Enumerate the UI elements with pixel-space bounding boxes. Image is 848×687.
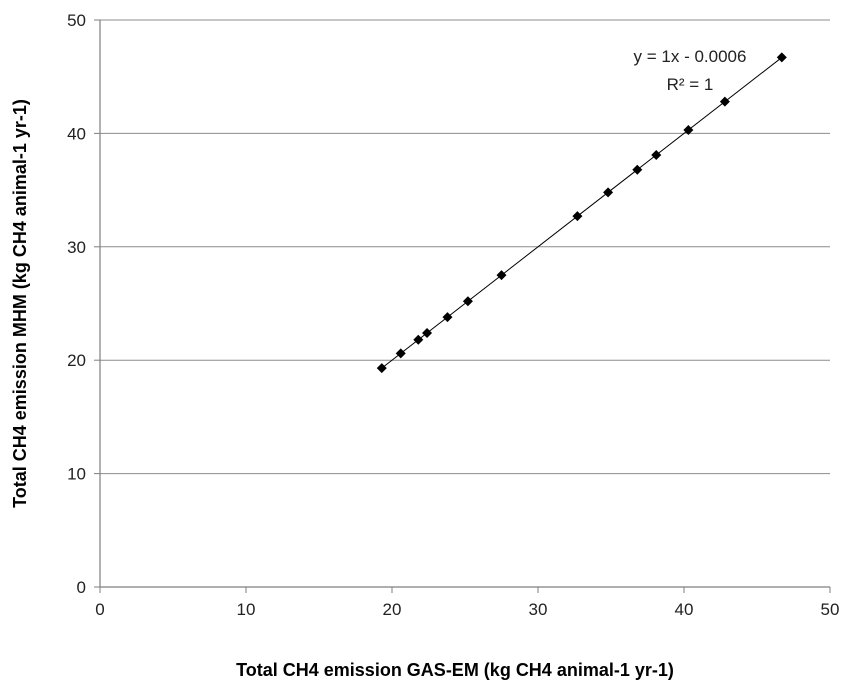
y-tick-label-10: 10 — [67, 465, 86, 484]
data-point-4 — [422, 327, 433, 338]
y-axis-title: Total CH4 emission MHM (kg CH4 animal-1 … — [10, 99, 30, 508]
data-point-5 — [442, 312, 453, 323]
x-tick-label-30: 30 — [529, 600, 548, 619]
axes — [94, 19, 831, 593]
y-tick-label-40: 40 — [67, 124, 86, 143]
x-axis-title: Total CH4 emission GAS-EM (kg CH4 animal… — [236, 660, 674, 680]
y-tick-label-50: 50 — [67, 11, 86, 30]
x-tick-label-20: 20 — [383, 600, 402, 619]
data-point-8 — [572, 211, 583, 222]
data-point-1 — [376, 363, 387, 374]
data-point-11 — [651, 149, 662, 160]
data-point-7 — [496, 270, 507, 281]
y-tick-label-0: 0 — [77, 578, 86, 597]
x-tick-labels: 0 10 20 30 40 50 — [95, 600, 839, 619]
y-tick-label-20: 20 — [67, 351, 86, 370]
data-point-6 — [462, 296, 473, 307]
trendline-group — [381, 57, 783, 369]
gridlines — [100, 19, 830, 475]
x-tick-label-40: 40 — [675, 600, 694, 619]
y-tick-labels: 0 10 20 30 40 50 — [67, 11, 86, 597]
data-point-12 — [683, 124, 694, 135]
trendline-equation: y = 1x - 0.0006 — [634, 47, 747, 66]
x-tick-label-10: 10 — [237, 600, 256, 619]
data-point-14 — [776, 52, 787, 63]
y-tick-label-30: 30 — [67, 238, 86, 257]
data-point-9 — [603, 187, 614, 198]
data-point-3 — [413, 334, 424, 345]
x-tick-label-0: 0 — [95, 600, 104, 619]
data-points — [376, 52, 787, 374]
data-point-2 — [395, 348, 406, 359]
x-tick-label-50: 50 — [821, 600, 840, 619]
trendline-r-squared: R² = 1 — [667, 75, 714, 94]
data-point-10 — [632, 164, 643, 175]
data-point-13 — [719, 96, 730, 107]
trendline — [381, 57, 783, 369]
